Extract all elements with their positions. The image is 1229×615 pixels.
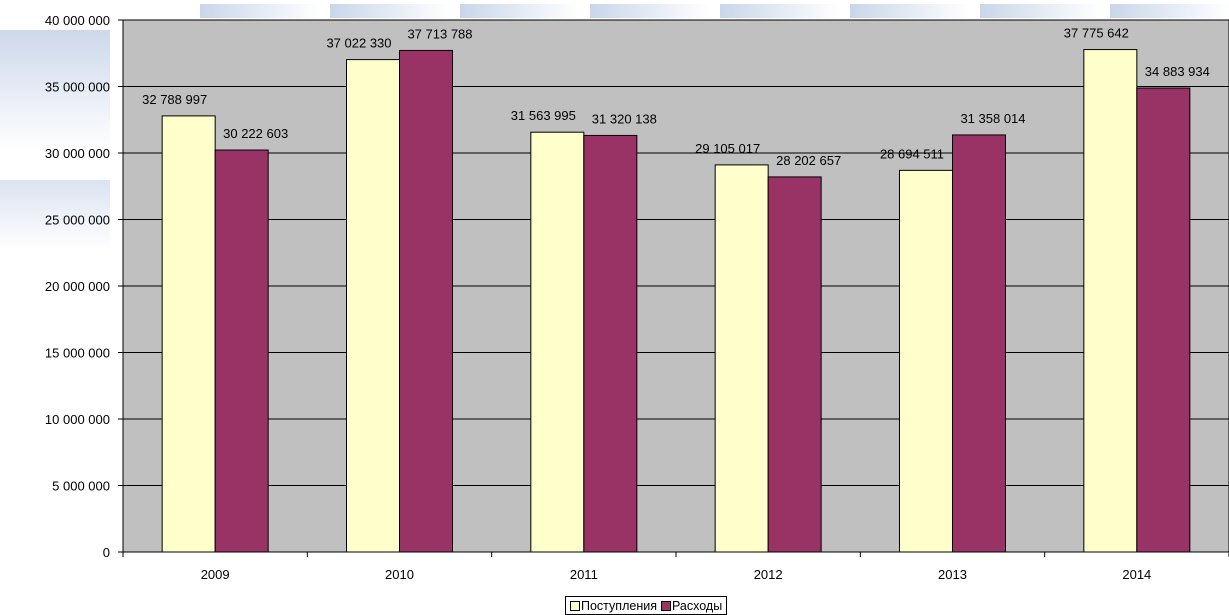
y-tick-label: 20 000 000 [45, 279, 110, 294]
bar-raskhody [1136, 87, 1191, 553]
bar-raskhody [399, 49, 453, 553]
bar-raskhody [583, 134, 638, 553]
y-axis: 0 5 000 000 10 000 000 15 000 000 20 000 000… [45, 13, 124, 560]
bar-postupleniya [530, 131, 585, 553]
data-label: 31 358 014 [960, 111, 1025, 126]
data-label: 30 222 603 [223, 126, 288, 141]
data-label: 37 775 642 [1064, 26, 1129, 41]
x-tick-label: 2009 [201, 567, 230, 582]
data-label: 28 202 657 [776, 153, 841, 168]
x-axis: 2009 2010 2011 2012 2013 2014 [122, 551, 1229, 582]
y-tick-label: 5 000 000 [52, 479, 110, 494]
data-label: 32 788 997 [142, 92, 207, 107]
grid-lines [123, 86, 1229, 486]
legend-label-raskhody: Расходы [671, 598, 723, 613]
bar-postupleniya [161, 115, 216, 553]
x-tick-label: 2014 [1122, 567, 1151, 582]
data-label: 28 694 511 [880, 146, 944, 161]
y-tick-label: 35 000 000 [45, 80, 110, 95]
legend-label-postupleniya: Поступления [581, 598, 657, 613]
y-tick-label: 10 000 000 [45, 412, 110, 427]
y-tick-label: 25 000 000 [45, 213, 110, 228]
legend: Поступления Расходы [565, 596, 728, 615]
x-tick-label: 2011 [570, 567, 598, 582]
y-tick-label: 40 000 000 [45, 13, 110, 28]
data-label: 37 022 330 [326, 36, 391, 51]
data-label: 37 713 788 [407, 26, 472, 41]
bar-postupleniya [899, 169, 953, 553]
bar-raskhody [952, 134, 1006, 553]
y-tick-label: 30 000 000 [45, 146, 110, 161]
legend-item-postupleniya: Поступления [570, 599, 657, 613]
legend-item-raskhody: Расходы [660, 598, 723, 613]
x-tick-label: 2012 [754, 567, 783, 582]
y-tick-label: 15 000 000 [45, 346, 110, 361]
data-label: 34 883 934 [1145, 64, 1210, 79]
bars [161, 49, 1191, 553]
x-tick-label: 2013 [938, 567, 967, 582]
x-tick-label: 2010 [385, 567, 414, 582]
y-tick-label: 0 [103, 545, 110, 560]
data-label: 31 320 138 [592, 111, 657, 126]
legend-swatch-raskhody [660, 600, 671, 611]
data-label: 29 105 017 [695, 141, 760, 156]
bar-postupleniya [346, 59, 400, 553]
bar-postupleniya [714, 164, 769, 553]
bar-raskhody [767, 176, 822, 553]
data-labels: 32 788 997 30 222 603 37 022 330 37 713 788… [142, 26, 1210, 168]
legend-swatch-postupleniya [570, 600, 580, 611]
data-label: 31 563 995 [511, 108, 576, 123]
bar-raskhody [214, 149, 269, 553]
bar-postupleniya [1083, 49, 1138, 553]
